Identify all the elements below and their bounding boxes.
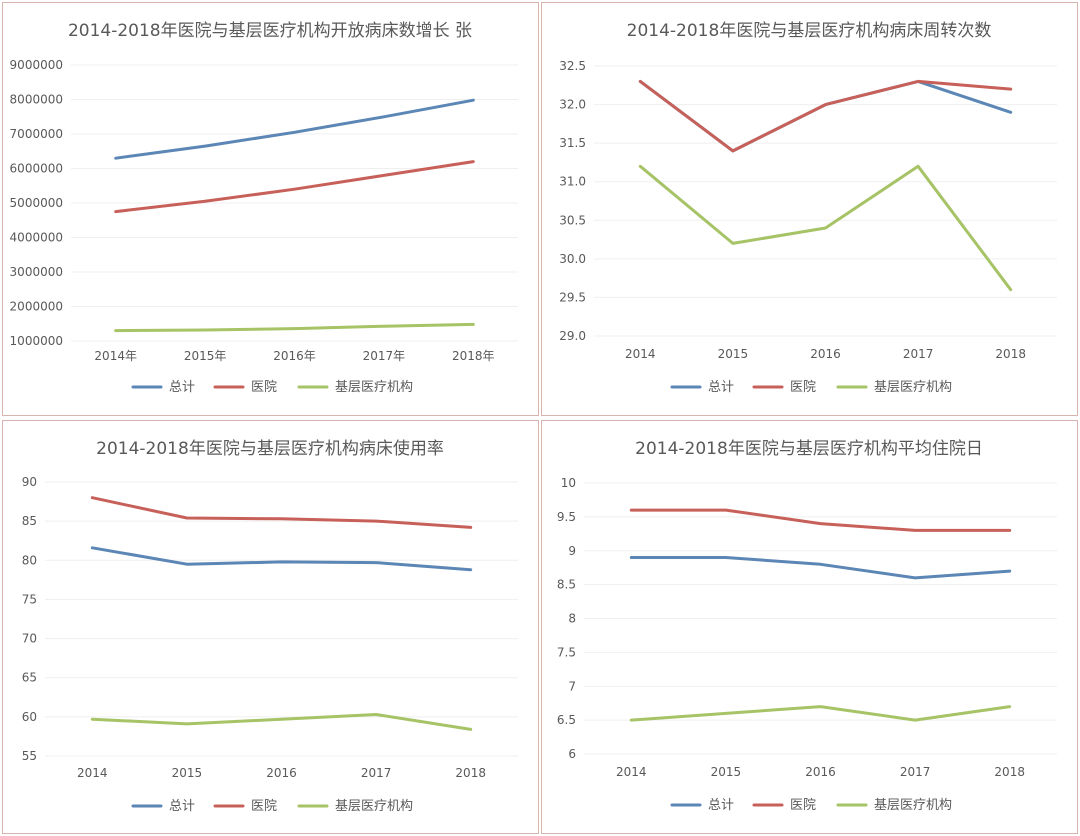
y-tick-label: 2000000 <box>10 300 63 314</box>
y-tick-label: 8 <box>568 612 576 626</box>
legend-label-hospital: 医院 <box>251 380 277 395</box>
x-tick-label: 2014 <box>616 765 647 779</box>
y-tick-label: 8.5 <box>557 578 576 592</box>
y-tick-label: 30.5 <box>559 213 586 227</box>
x-tick-label: 2014年 <box>94 349 137 363</box>
legend-label-grassroots: 基层医疗机构 <box>335 380 413 395</box>
y-tick-label: 7 <box>568 679 576 693</box>
legend-label-total: 总计 <box>169 799 195 814</box>
series-line-hospital <box>629 508 1012 532</box>
y-tick-label: 1000000 <box>10 334 63 348</box>
y-tick-label: 29.0 <box>559 329 586 343</box>
x-tick-label: 2014 <box>77 766 108 780</box>
x-tick-label: 2015 <box>172 766 203 780</box>
chart-svg: 2014-2018年医院与基层医疗机构开放病床数增长 张 1000000 20000… <box>10 21 518 395</box>
y-tick-label: 70 <box>22 632 37 646</box>
legend-label-grassroots: 基层医疗机构 <box>874 798 952 813</box>
chart-panel-bed-turnover: 2014-2018年医院与基层医疗机构病床周转次数 29.0 29.5 30.0 30.… <box>541 2 1078 416</box>
x-tick-label: 2017 <box>903 347 934 361</box>
x-tick-label: 2015 <box>711 765 742 779</box>
y-tick-label: 60 <box>22 710 37 724</box>
y-tick-label: 6000000 <box>10 162 63 176</box>
series-line-hospital <box>638 79 1013 153</box>
chart-svg: 2014-2018年医院与基层医疗机构病床使用率 55 60 65 70 75 80 85 90… <box>22 438 518 814</box>
series-line-total <box>114 98 475 160</box>
x-tick-label: 2016 <box>805 765 836 779</box>
y-tick-label: 32.5 <box>559 59 586 73</box>
y-tick-label: 6 <box>568 747 576 761</box>
x-tick-label: 2018年 <box>452 349 495 363</box>
y-tick-label: 31.5 <box>559 136 586 150</box>
y-tick-label: 85 <box>22 514 37 528</box>
legend: 总计 医院 基层医疗机构 <box>670 798 952 813</box>
y-tick-label: 7000000 <box>10 127 63 141</box>
legend: 总计 医院 基层医疗机构 <box>131 380 413 395</box>
series-line-total <box>638 79 1013 153</box>
y-tick-label: 9.5 <box>557 510 576 524</box>
x-tick-label: 2018 <box>995 347 1026 361</box>
y-tick-label: 4000000 <box>10 231 63 245</box>
legend: 总计 医院 基层医疗机构 <box>670 380 952 395</box>
chart-svg: 2014-2018年医院与基层医疗机构平均住院日 6 6.5 7 7.5 8 8.5 9 9.5… <box>557 439 1057 813</box>
x-tick-label: 2017年 <box>363 349 406 363</box>
series-line-grassroots <box>114 322 475 333</box>
legend-label-hospital: 医院 <box>251 799 277 814</box>
y-tick-label: 80 <box>22 553 37 567</box>
legend-label-total: 总计 <box>708 380 734 395</box>
series-line-hospital <box>90 496 473 529</box>
y-tick-label: 75 <box>22 592 37 606</box>
x-tick-label: 2014 <box>625 347 656 361</box>
y-tick-label: 30.0 <box>559 252 586 266</box>
y-tick-label: 9 <box>568 544 576 558</box>
x-tick-label: 2016年 <box>273 349 316 363</box>
y-tick-label: 31.0 <box>559 175 586 189</box>
y-tick-label: 8000000 <box>10 93 63 107</box>
chart-panel-bed-usage-rate: 2014-2018年医院与基层医疗机构病床使用率 55 60 65 70 75 80 85 90… <box>2 420 539 834</box>
x-tick-label: 2017 <box>361 766 392 780</box>
x-tick-label: 2017 <box>900 765 931 779</box>
x-tick-label: 2016 <box>266 766 297 780</box>
y-tick-label: 65 <box>22 671 37 685</box>
y-tick-label: 5000000 <box>10 196 63 210</box>
chart-title: 2014-2018年医院与基层医疗机构开放病床数增长 张 <box>68 21 472 41</box>
y-tick-label: 55 <box>22 749 37 763</box>
series-line-grassroots <box>638 164 1013 292</box>
x-tick-label: 2016 <box>810 347 841 361</box>
chart-panel-avg-stay: 2014-2018年医院与基层医疗机构平均住院日 6 6.5 7 7.5 8 8.5 9 9.5… <box>541 420 1078 834</box>
legend-label-total: 总计 <box>708 798 734 813</box>
x-tick-label: 2018 <box>455 766 486 780</box>
series-line-total <box>90 546 473 572</box>
x-tick-label: 2015 <box>718 347 749 361</box>
chart-svg: 2014-2018年医院与基层医疗机构病床周转次数 29.0 29.5 30.0 30.… <box>559 21 1057 395</box>
legend-label-grassroots: 基层医疗机构 <box>335 799 413 814</box>
y-tick-label: 3000000 <box>10 265 63 279</box>
y-tick-label: 6.5 <box>557 713 576 727</box>
series-line-grassroots <box>629 705 1012 722</box>
series-line-total <box>629 556 1012 580</box>
x-tick-label: 2018 <box>994 765 1025 779</box>
legend-label-hospital: 医院 <box>790 380 816 395</box>
y-tick-label: 9000000 <box>10 58 63 72</box>
y-tick-label: 10 <box>561 476 576 490</box>
y-tick-label: 29.5 <box>559 290 586 304</box>
chart-panel-beds-growth: 2014-2018年医院与基层医疗机构开放病床数增长 张 1000000 20000… <box>2 2 539 416</box>
y-tick-label: 90 <box>22 475 37 489</box>
y-tick-label: 7.5 <box>557 645 576 659</box>
legend-label-total: 总计 <box>169 380 195 395</box>
x-tick-label: 2015年 <box>184 349 227 363</box>
series-line-hospital <box>114 160 475 214</box>
legend-label-grassroots: 基层医疗机构 <box>874 380 952 395</box>
y-tick-label: 32.0 <box>559 98 586 112</box>
chart-title: 2014-2018年医院与基层医疗机构病床使用率 <box>96 438 444 459</box>
chart-title: 2014-2018年医院与基层医疗机构病床周转次数 <box>627 21 992 41</box>
chart-title: 2014-2018年医院与基层医疗机构平均住院日 <box>635 439 983 459</box>
series-line-grassroots <box>90 713 473 731</box>
legend: 总计 医院 基层医疗机构 <box>131 799 413 814</box>
legend-label-hospital: 医院 <box>790 798 816 813</box>
